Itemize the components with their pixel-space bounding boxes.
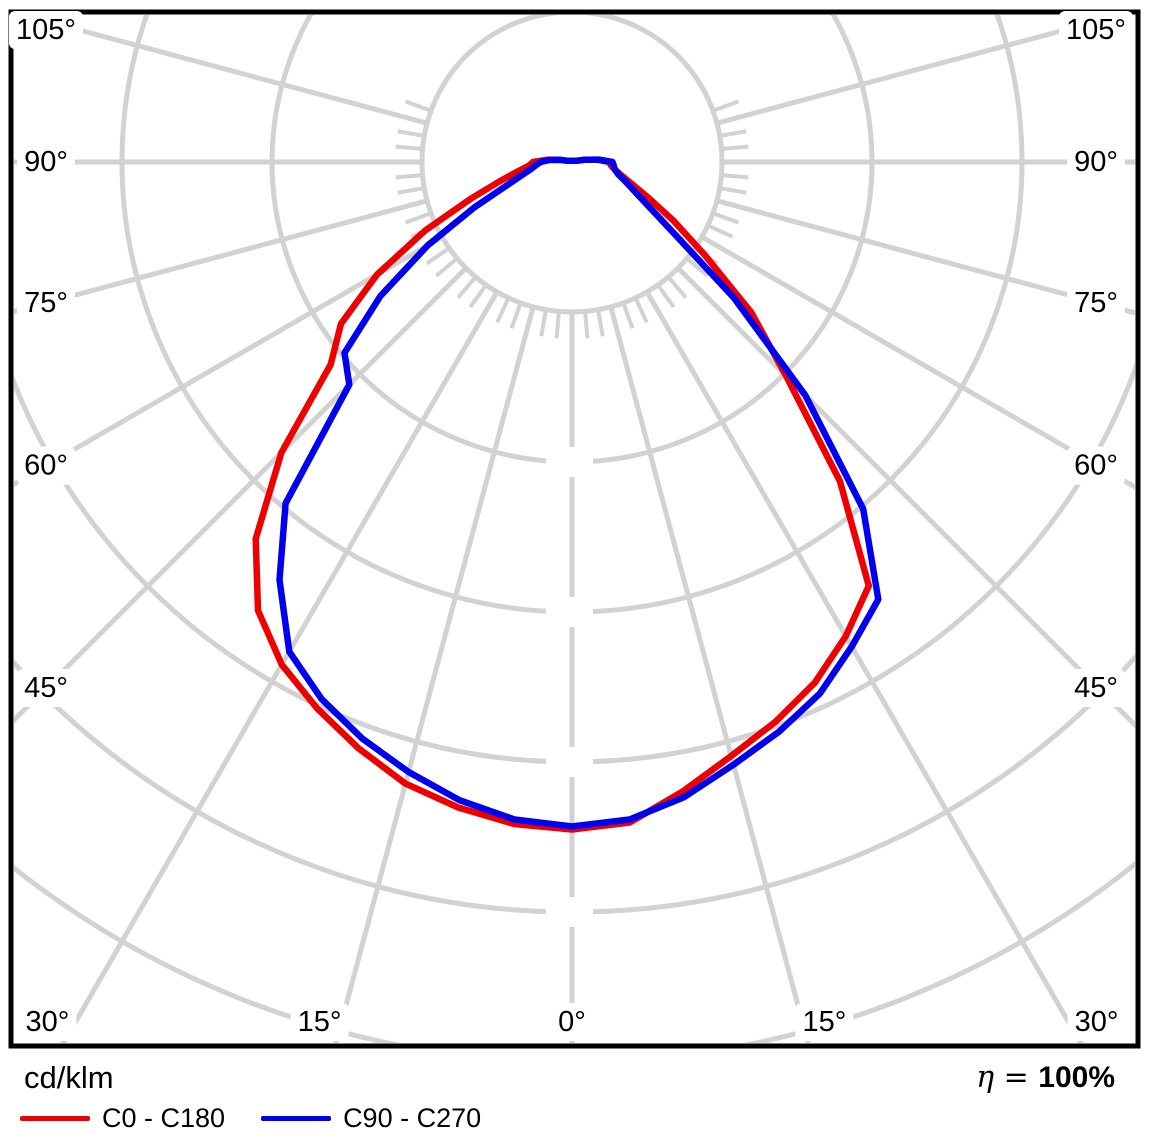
grid-minor-tick (495, 297, 511, 324)
angle-label-box (1067, 283, 1125, 322)
angle-label: 45° (24, 672, 68, 704)
angle-label: 105° (1066, 14, 1126, 46)
grid-radial-line (333, 306, 536, 1043)
grid-radial-line (676, 266, 1135, 729)
grid-minor-tick (404, 211, 432, 225)
legend: C0 - C180 C90 - C270 (20, 1103, 481, 1134)
grid-minor-tick (707, 223, 734, 239)
angle-label: 30° (1075, 1006, 1119, 1038)
angle-label-box (1059, 11, 1133, 49)
grid-minor-tick (456, 275, 478, 299)
angle-label-box (1067, 143, 1125, 181)
angle-label: 60° (24, 450, 68, 482)
angle-label: 75° (24, 287, 68, 319)
curve-c0-c180 (252, 156, 873, 833)
angle-label-box (1067, 446, 1125, 485)
grid-radial-line (644, 290, 1084, 1043)
efficiency-label: η = 100% (976, 1060, 1115, 1095)
grid-minor-tick (721, 144, 749, 151)
angle-label: 30° (26, 1006, 70, 1038)
curve-c90-c270 (276, 156, 882, 830)
angle-label: 15° (803, 1006, 847, 1038)
legend-label-c0-c180: C0 - C180 (102, 1103, 226, 1133)
angle-label-box (1067, 669, 1125, 707)
ring-value-blank-box (546, 447, 593, 477)
grid-minor-tick (397, 129, 425, 138)
grid-radial-line (716, 15, 1131, 126)
legend-swatch-c0-c180 (20, 1116, 90, 1121)
grid-minor-tick (721, 173, 749, 180)
angle-label-box (290, 1003, 349, 1041)
angle-label: 45° (1074, 672, 1118, 704)
grid-minor-tick (554, 311, 561, 339)
grid-radial-line (14, 234, 444, 488)
grid-minor-tick (719, 186, 747, 195)
angle-label: 60° (1074, 450, 1118, 482)
angle-label-box (9, 11, 83, 49)
angle-label: 75° (1074, 287, 1118, 319)
legend-swatch-c90-c270 (261, 1116, 332, 1121)
grid-minor-tick (539, 309, 548, 337)
legend-label-c90-c270: C90 - C270 (343, 1103, 482, 1133)
grid-minor-tick (712, 211, 740, 225)
grid-minor-tick (583, 311, 590, 339)
angle-label: 105° (16, 14, 76, 46)
grid-radial-line (14, 198, 428, 315)
grid-minor-tick (656, 283, 676, 309)
angle-label: 0° (558, 1006, 586, 1038)
grid-minor-tick (621, 302, 635, 330)
grid-minor-tick (719, 129, 747, 138)
grid-minor-tick (633, 297, 649, 324)
grid-minor-tick (395, 144, 423, 151)
plot-border (8, 9, 1141, 1049)
grid-radial-line (608, 306, 811, 1043)
grid-ring (14, 361, 1135, 765)
grid-minor-tick (685, 256, 709, 278)
grid-radial-line (716, 198, 1135, 316)
grid-radial-line (14, 266, 468, 724)
grid-minor-tick (404, 99, 432, 113)
angle-label-box (17, 446, 75, 485)
grid-minor-tick (666, 275, 688, 299)
angle-label-box (18, 1003, 77, 1041)
grid-minor-tick (425, 246, 451, 266)
eta-symbol: η = (976, 1060, 1039, 1095)
angle-label: 15° (298, 1006, 342, 1038)
grid-minor-tick (468, 283, 488, 309)
angle-label-box (1067, 1003, 1126, 1041)
angle-label-box (17, 143, 75, 181)
angle-label: 90° (24, 146, 68, 178)
angle-label-box (17, 669, 75, 707)
angle-label-box (551, 1003, 593, 1041)
angle-label-box (17, 283, 75, 322)
grid-minor-tick (397, 186, 425, 195)
eta-value: 100% (1038, 1061, 1115, 1094)
grid-radial-line (700, 234, 1135, 490)
grid-minor-tick (596, 309, 605, 337)
grid-radial-line (60, 290, 500, 1043)
ring-value-blank-box (546, 597, 593, 627)
radial-unit-label: cd/klm (24, 1060, 114, 1095)
grid-minor-tick (712, 99, 740, 113)
ring-value-blank-box (546, 747, 593, 777)
grid-minor-tick (435, 256, 459, 278)
angle-label: 90° (1074, 146, 1118, 178)
ring-value-blank-box (546, 897, 593, 927)
angle-label-box (795, 1003, 854, 1041)
grid-minor-tick (509, 302, 523, 330)
grid-radial-line (14, 15, 428, 126)
grid-minor-tick (395, 173, 423, 180)
